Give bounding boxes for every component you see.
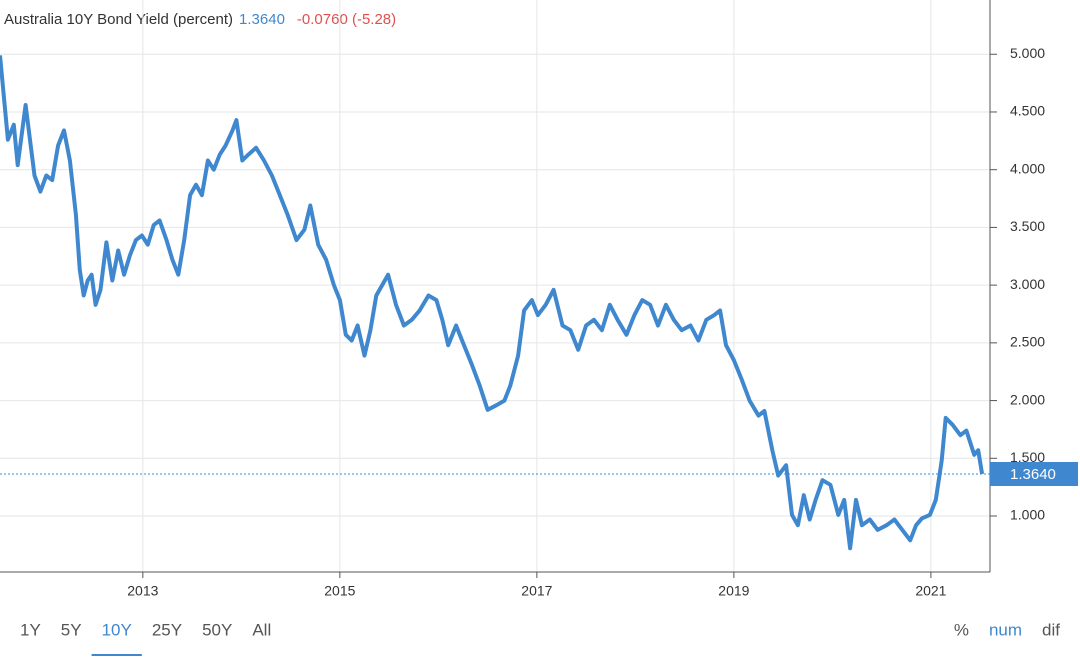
y-tick-label: 4.500 [1010,103,1045,119]
y-tick-label: 2.000 [1010,391,1045,407]
range-button[interactable]: 1Y [20,620,41,639]
x-tick-label: 2017 [521,583,552,599]
x-tick-label: 2015 [324,583,355,599]
current-badge-label: 1.3640 [1010,466,1056,483]
y-tick-label: 1.000 [1010,507,1045,523]
range-button[interactable]: 10Y [102,620,132,639]
y-tick-label: 3.500 [1010,218,1045,234]
y-tick-label: 5.000 [1010,45,1045,61]
y-tick-label: 3.000 [1010,276,1045,292]
x-tick-label: 2021 [915,583,946,599]
mode-button[interactable]: dif [1042,620,1060,639]
current-badge [990,461,1078,486]
x-tick-label: 2019 [718,583,749,599]
range-button[interactable]: 25Y [152,620,182,639]
y-tick-label: 1.500 [1010,449,1045,465]
range-button[interactable]: All [252,620,271,639]
series-line [0,55,985,551]
range-button[interactable]: 5Y [61,620,82,639]
range-button[interactable]: 50Y [202,620,232,639]
x-tick-label: 2013 [127,583,158,599]
mode-button[interactable]: % [954,620,969,639]
mode-button[interactable]: num [989,620,1022,639]
y-tick-label: 4.000 [1010,160,1045,176]
chart-title: Australia 10Y Bond Yield (percent) [4,11,233,28]
change: -0.0760 (-5.28) [297,11,396,28]
current-value: 1.3640 [239,11,285,28]
y-tick-label: 2.500 [1010,334,1045,350]
